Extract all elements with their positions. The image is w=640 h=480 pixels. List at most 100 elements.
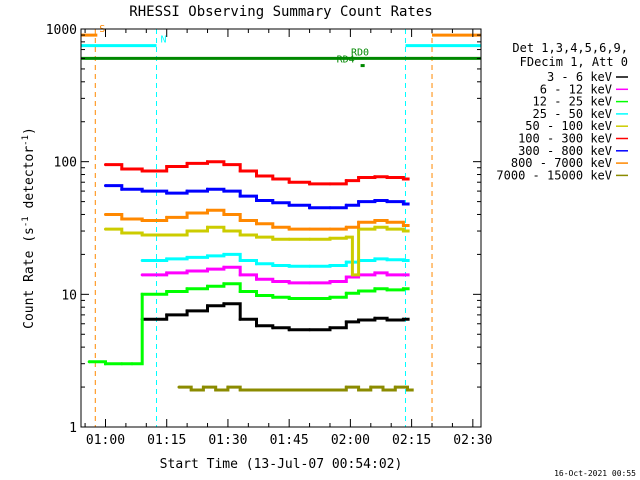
series-point-800-7000-kev	[308, 227, 312, 231]
series-point-3-6-kev	[328, 326, 332, 330]
series-point-12-25-kev	[271, 295, 275, 299]
series-point-50-100-kev	[328, 236, 332, 240]
series-point-12-25-kev	[140, 292, 144, 296]
series-point-800-7000-kev	[373, 219, 377, 222]
series-point-800-7000-kev	[104, 213, 107, 216]
series-line-300-800-kev	[105, 184, 410, 210]
series-point-300-800-kev	[401, 202, 405, 206]
series-point-3-6-kev	[308, 328, 312, 332]
y-axis-label: Count Rate (s-1 detector-1)	[21, 127, 37, 329]
y-tick-label: 100	[54, 156, 77, 171]
series-point-100-300-kev	[401, 177, 405, 181]
series-point-12-25-kev	[357, 289, 361, 293]
y-tick-label: 1000	[46, 23, 77, 38]
series-point-50-100-kev	[350, 273, 354, 277]
series-point-3-6-kev	[373, 316, 377, 320]
series-line-12-25-kev	[89, 282, 410, 366]
series-point-3-6-kev	[255, 324, 258, 328]
series-point-100-300-kev	[328, 182, 332, 186]
series-line-7000-15000-kev	[179, 385, 414, 392]
series-point-3-6-kev	[287, 328, 291, 332]
series-point-50-100-kev	[222, 229, 226, 233]
series-point-800-7000-kev	[185, 211, 189, 215]
series-point-3-6-kev	[344, 320, 348, 324]
series-line-3-6-kev	[142, 302, 410, 332]
series-point-12-25-kev	[401, 287, 405, 291]
series-point-50-100-kev	[104, 227, 107, 231]
series-point-300-800-kev	[140, 189, 144, 193]
y-axis-label-exp-2: -1	[21, 135, 31, 146]
series-point-6-12-kev	[165, 271, 169, 275]
series-point-12-25-kev	[130, 362, 134, 366]
series-point-50-100-kev	[120, 231, 124, 235]
generation-timestamp: 16-Oct-2021 00:55	[554, 469, 636, 478]
series-point-3-6-kev	[238, 317, 242, 321]
series-point-800-7000-kev	[287, 227, 291, 231]
legend-label-7000-15000-kev: 7000 - 15000 keV	[496, 168, 612, 182]
series-point-50-100-kev	[308, 237, 312, 241]
series-point-6-12-kev	[328, 280, 332, 283]
legend-label-100-300-kev: 100 - 300 keV	[518, 132, 612, 146]
series-point-12-25-kev	[87, 360, 91, 364]
series-point-6-12-kev	[255, 277, 258, 281]
series-point-300-800-kev	[385, 200, 389, 204]
series-point-100-300-kev	[344, 179, 348, 183]
series-line-800-7000-kev	[105, 208, 410, 231]
series-point-7000-15000-kev	[226, 385, 230, 389]
series-point-50-100-kev	[401, 229, 405, 233]
series-point-6-12-kev	[344, 275, 348, 279]
x-tick-label: 01:30	[208, 433, 247, 448]
series-point-800-7000-kev	[206, 208, 209, 212]
series-point-800-7000-kev	[344, 225, 348, 229]
x-tick-label: 02:00	[331, 433, 370, 448]
series-point-7000-15000-kev	[189, 388, 193, 392]
series-line-100-300-kev	[105, 160, 410, 186]
series-point-800-7000-kev	[328, 227, 332, 231]
series-point-100-300-kev	[104, 163, 107, 167]
series-point-6-12-kev	[206, 267, 209, 271]
legend-label-300-800-kev: 300 - 800 keV	[518, 144, 612, 158]
series-point-6-12-kev	[287, 281, 291, 285]
series-point-800-7000-kev	[238, 219, 242, 222]
series-point-300-800-kev	[120, 187, 124, 191]
legend-label-800-7000-kev: 800 - 7000 keV	[511, 156, 612, 170]
series-point-300-800-kev	[344, 203, 348, 207]
series-layer	[87, 160, 414, 392]
series-point-12-25-kev	[222, 282, 226, 286]
series-point-25-50-kev	[308, 264, 312, 268]
series-point-7000-15000-kev	[381, 388, 385, 392]
series-point-6-12-kev	[308, 281, 312, 285]
rd4-marker-label: RD4	[337, 55, 355, 66]
series-point-25-50-kev	[271, 264, 275, 267]
legend-header-line-1: Det 1,3,4,5,6,9,	[512, 41, 628, 55]
n-marker-label: N	[161, 35, 167, 46]
series-point-25-50-kev	[373, 257, 377, 261]
series-point-7000-15000-kev	[238, 388, 242, 392]
series-point-50-100-kev	[373, 225, 377, 229]
series-point-12-25-kev	[344, 291, 348, 295]
series-point-7000-15000-kev	[214, 388, 218, 392]
series-point-100-300-kev	[271, 177, 275, 181]
series-point-25-50-kev	[401, 259, 405, 262]
series-point-6-12-kev	[373, 271, 377, 275]
series-point-6-12-kev	[222, 265, 226, 269]
series-point-7000-15000-kev	[406, 388, 409, 392]
series-point-6-12-kev	[238, 273, 242, 277]
series-point-3-6-kev	[401, 317, 405, 321]
series-point-300-800-kev	[206, 187, 209, 191]
axes-layer: 01:00 01:15 01:30 01:45 02:00 02:15 02:30 1 10 10…	[46, 23, 493, 448]
series-point-100-300-kev	[185, 161, 189, 165]
series-point-12-25-kev	[104, 362, 107, 366]
series-point-25-50-kev	[385, 258, 389, 262]
x-axis-label: Start Time (13-Jul-07 00:54:02)	[160, 457, 403, 472]
series-point-3-6-kev	[165, 313, 169, 317]
series-point-25-50-kev	[238, 259, 242, 262]
series-point-800-7000-kev	[140, 219, 144, 222]
series-point-300-800-kev	[255, 199, 258, 202]
series-point-50-100-kev	[255, 235, 258, 239]
series-point-6-12-kev	[401, 273, 405, 277]
series-point-25-50-kev	[344, 260, 348, 264]
series-point-300-800-kev	[271, 201, 275, 205]
series-point-100-300-kev	[357, 176, 361, 179]
